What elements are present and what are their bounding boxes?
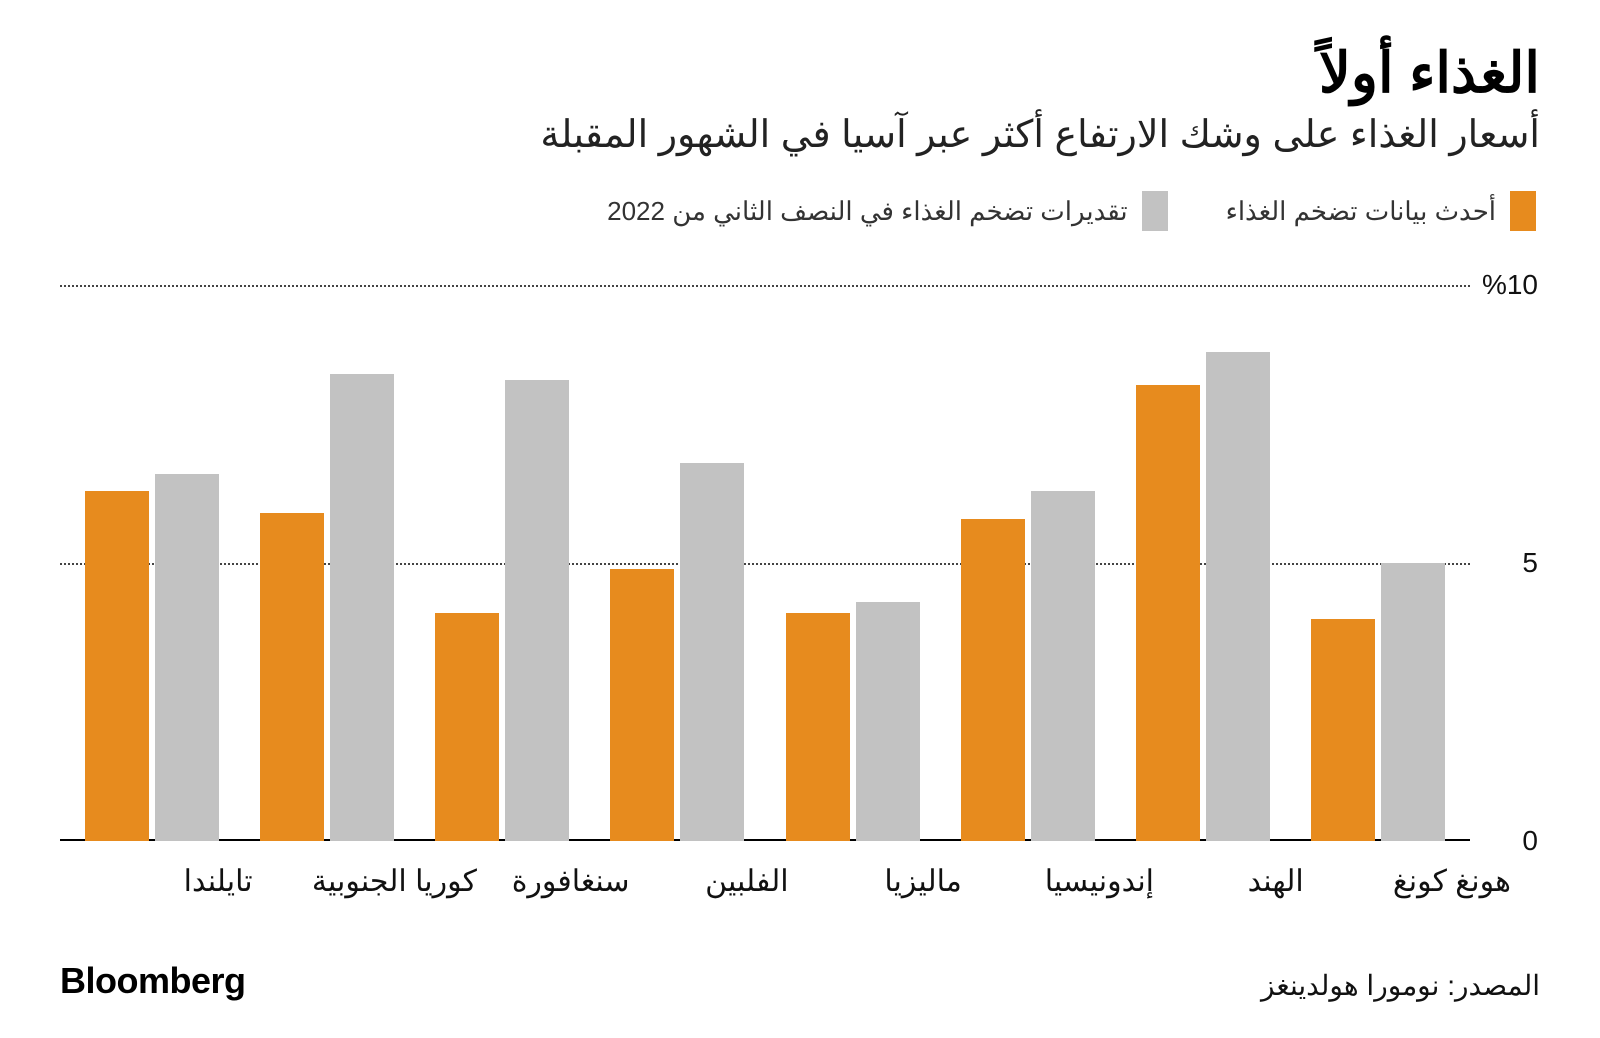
legend-swatch-series1 (1510, 191, 1536, 231)
bar-series2 (155, 474, 219, 841)
bar-series1 (610, 569, 674, 841)
chart-title: الغذاء أولاً (60, 40, 1540, 106)
y-tick-label-0: 0 (1522, 825, 1540, 857)
x-tick-label: تايلندا (130, 863, 306, 901)
bar-series1 (786, 613, 850, 841)
bar-series2 (1381, 563, 1445, 841)
bar-groups (60, 285, 1470, 841)
bar-group (948, 491, 1108, 841)
legend-label-series2: تقديرات تضخم الغذاء في النصف الثاني من 2… (607, 196, 1127, 227)
bar-series2 (1031, 491, 1095, 841)
source-text: المصدر: نومورا هولدينغز (1261, 969, 1540, 1002)
x-tick-label: هونغ كونغ (1364, 863, 1540, 901)
x-tick-label: ماليزيا (835, 863, 1011, 901)
y-tick-label-5: 5 (1522, 547, 1540, 579)
bar-series2 (856, 602, 920, 841)
bar-series2 (1206, 352, 1270, 841)
bar-series2 (680, 463, 744, 841)
bar-group (1298, 563, 1458, 841)
bar-group (773, 602, 933, 841)
legend-item-series1: أحدث بيانات تضخم الغذاء (1226, 191, 1536, 231)
x-tick-label: سنغافورة (483, 863, 659, 901)
x-tick-label: إندونيسيا (1011, 863, 1187, 901)
plot-area (60, 285, 1470, 841)
brand-logo: Bloomberg (60, 960, 246, 1002)
bar-group (597, 463, 757, 841)
bar-series1 (260, 513, 324, 841)
x-tick-label: كوريا الجنوبية (306, 863, 482, 901)
bar-series1 (85, 491, 149, 841)
legend-swatch-series2 (1142, 191, 1168, 231)
legend: أحدث بيانات تضخم الغذاء تقديرات تضخم الغ… (60, 191, 1540, 231)
legend-item-series2: تقديرات تضخم الغذاء في النصف الثاني من 2… (607, 191, 1167, 231)
y-tick-label-10: %10 (1482, 269, 1540, 301)
bar-series1 (961, 519, 1025, 841)
bar-group (1123, 352, 1283, 841)
bar-series1 (435, 613, 499, 841)
chart-subtitle: أسعار الغذاء على وشك الارتفاع أكثر عبر آ… (60, 112, 1540, 157)
bar-series1 (1311, 619, 1375, 841)
bar-group (247, 374, 407, 841)
bar-series1 (1136, 385, 1200, 841)
chart-area: %10 5 0 (60, 251, 1540, 841)
bar-series2 (330, 374, 394, 841)
x-tick-label: الهند (1188, 863, 1364, 901)
bar-group (72, 474, 232, 841)
x-tick-label: الفلبين (659, 863, 835, 901)
legend-label-series1: أحدث بيانات تضخم الغذاء (1226, 196, 1496, 227)
bar-group (422, 380, 582, 841)
bar-series2 (505, 380, 569, 841)
x-axis-labels: تايلنداكوريا الجنوبيةسنغافورةالفلبينمالي… (60, 863, 1540, 901)
